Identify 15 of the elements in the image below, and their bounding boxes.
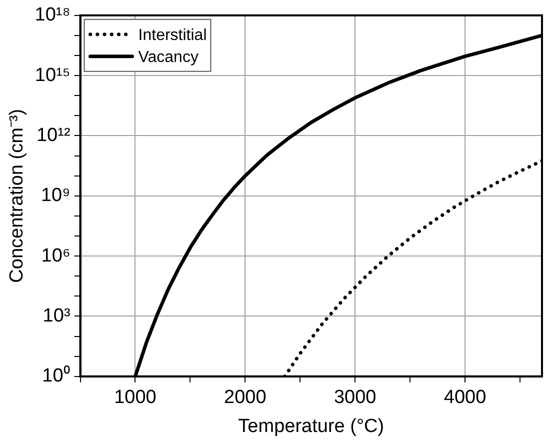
- x-tick-label: 4000: [444, 387, 486, 408]
- y-tick-label: 10¹²: [36, 124, 70, 146]
- y-tick-label: 10³: [42, 305, 70, 326]
- x-axis-title: Temperature (°C): [238, 416, 384, 437]
- y-tick-label: 10¹⁸: [34, 4, 70, 26]
- y-axis-title: Concentration (cm⁻³): [6, 108, 28, 283]
- y-tick-label: 10⁶: [41, 245, 70, 266]
- legend-label: Interstitial: [138, 26, 207, 44]
- x-tick-label: 1000: [114, 387, 156, 408]
- y-tick-label: 10⁰: [42, 364, 70, 387]
- y-tick-label: 10⁹: [40, 185, 70, 206]
- legend-label: Vacancy: [138, 48, 198, 66]
- y-tick-label: 10¹⁵: [34, 64, 70, 86]
- x-tick-label: 2000: [224, 387, 266, 408]
- x-tick-label: 3000: [334, 387, 376, 408]
